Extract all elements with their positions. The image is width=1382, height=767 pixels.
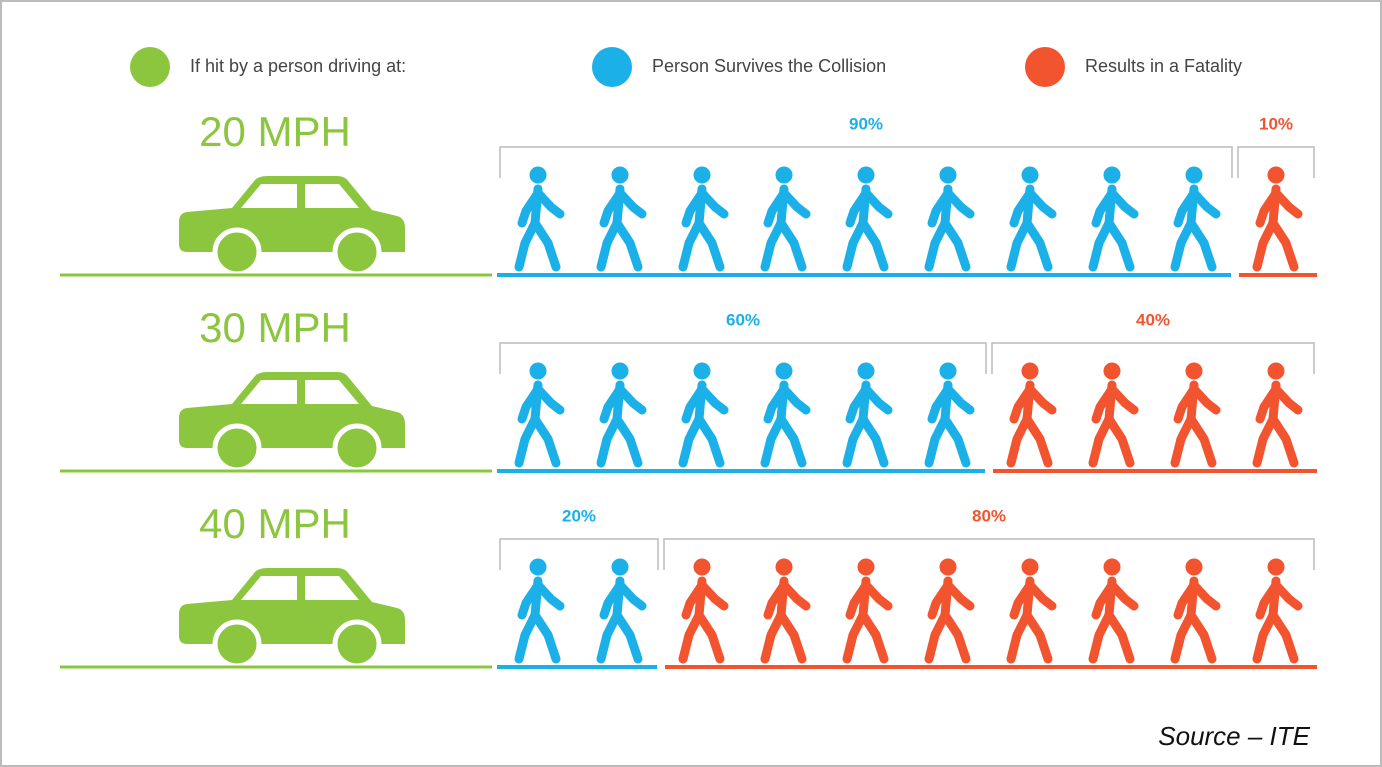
segment: 40%: [991, 310, 1317, 473]
segment: 90%: [497, 114, 1233, 277]
segment: 80%: [663, 506, 1317, 669]
legend-label: Results in a Fatality: [1085, 56, 1242, 76]
value-label: 10%: [1259, 114, 1293, 133]
value-label: 60%: [726, 310, 760, 329]
bracket: [663, 538, 1315, 570]
bracket: [1237, 146, 1315, 178]
bracket: [499, 538, 659, 570]
value-label: 20%: [562, 506, 596, 525]
source: Source – ITE: [1158, 721, 1310, 751]
category-label: 30 MPH: [199, 304, 351, 351]
legend-label: Person Survives the Collision: [652, 56, 886, 76]
bracket: [991, 342, 1315, 374]
bracket: [499, 342, 987, 374]
legend-label: If hit by a person driving at:: [190, 56, 406, 76]
legend-swatch: [130, 47, 170, 87]
segment: 20%: [497, 506, 659, 669]
bracket: [499, 146, 1233, 178]
value-label: 90%: [849, 114, 883, 133]
category-label: 40 MPH: [199, 500, 351, 547]
legend-swatch: [1025, 47, 1065, 87]
segment: 10%: [1237, 114, 1317, 277]
value-label: 80%: [972, 506, 1006, 525]
value-label: 40%: [1136, 310, 1170, 329]
category-label: 20 MPH: [199, 108, 351, 155]
legend-swatch: [592, 47, 632, 87]
segment: 60%: [497, 310, 987, 473]
